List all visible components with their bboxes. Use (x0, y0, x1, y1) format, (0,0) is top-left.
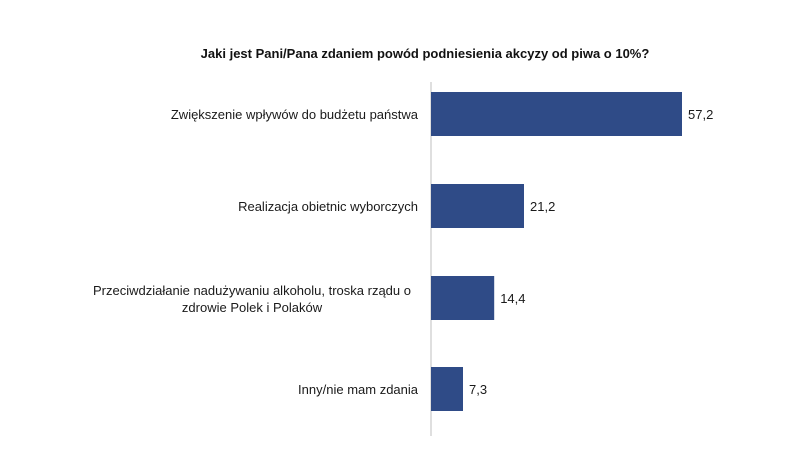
category-labels-layer: Zwiększenie wpływów do budżetu państwa Re… (93, 107, 419, 397)
value-label-2: 21,2 (530, 199, 555, 214)
category-label-1: Zwiększenie wpływów do budżetu państwa (171, 107, 419, 122)
category-label-2: Realizacja obietnic wyborczych (238, 199, 418, 214)
bar-3 (431, 276, 495, 320)
chart-title: Jaki jest Pani/Pana zdaniem powód podnie… (201, 46, 650, 61)
category-label-3: Przeciwdziałanie nadużywaniu alkoholu, t… (93, 283, 411, 315)
bar-1 (431, 92, 682, 136)
value-label-3: 14,4 (500, 291, 525, 306)
bar-4 (431, 367, 463, 411)
category-label-4: Inny/nie mam zdania (298, 382, 419, 397)
value-labels-layer: 57,2 21,2 14,4 7,3 (469, 107, 713, 397)
bars-layer (431, 92, 682, 411)
bar-2 (431, 184, 524, 228)
value-label-1: 57,2 (688, 107, 713, 122)
value-label-4: 7,3 (469, 382, 487, 397)
